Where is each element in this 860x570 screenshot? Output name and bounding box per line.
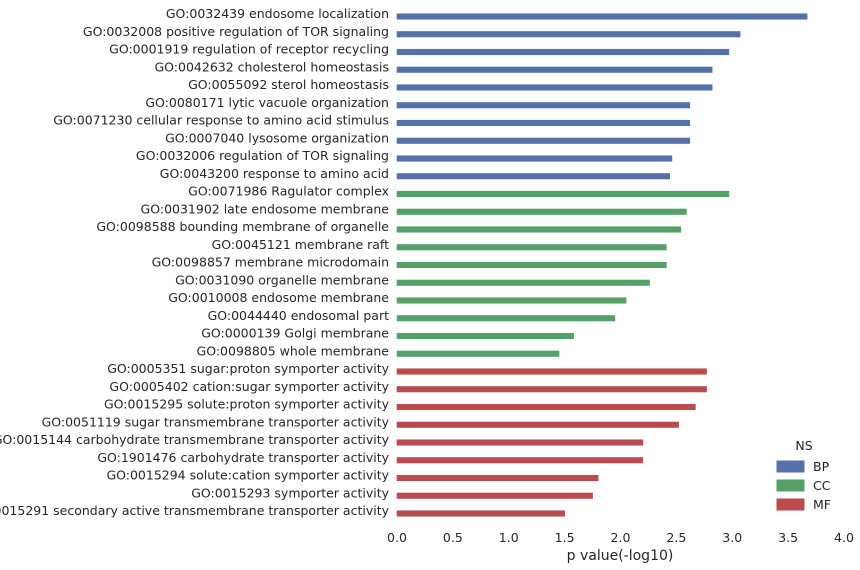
category-label: GO:0071230 cellular response to amino ac… <box>53 113 389 128</box>
bar-cc <box>396 208 687 215</box>
category-label: GO:0015291 secondary active transmembran… <box>0 503 390 518</box>
category-label: GO:0031090 organelle membrane <box>175 272 389 287</box>
x-tick-label: 0.5 <box>443 530 463 545</box>
legend-label-cc: CC <box>813 478 831 493</box>
bar-cc <box>396 350 560 357</box>
bar-bp <box>396 119 691 127</box>
category-label: GO:0042632 cholesterol homeostasis <box>155 59 390 74</box>
category-label: GO:0043200 response to amino acid <box>160 166 389 181</box>
category-label: GO:1901476 carbohydrate transporter acti… <box>97 450 389 465</box>
category-label: GO:0044440 endosomal part <box>208 308 390 323</box>
legend-label-mf: MF <box>813 497 831 512</box>
x-axis-label: p value(-log10) <box>567 548 674 564</box>
x-tick-label: 1.0 <box>499 530 519 545</box>
bar-cc <box>396 244 667 251</box>
legend-label-bp: BP <box>813 459 830 474</box>
legend-swatch-cc <box>776 479 805 492</box>
category-label: GO:0098805 whole membrane <box>197 343 390 358</box>
bar-bp <box>396 31 741 38</box>
bar-mf <box>396 368 707 375</box>
category-label: GO:0032008 positive regulation of TOR si… <box>83 24 389 39</box>
x-tick-label: 0.0 <box>387 530 407 545</box>
category-label: GO:0098857 membrane microdomain <box>152 255 389 270</box>
bar-bp <box>396 66 713 73</box>
category-label: GO:0015294 solute:cation symporter activ… <box>106 468 389 483</box>
category-label: GO:0015293 symporter activity <box>191 485 389 500</box>
bar-mf <box>396 457 644 464</box>
bar-cc <box>396 261 667 269</box>
bar-bp <box>396 173 670 180</box>
x-tick-label: 2.0 <box>611 530 631 545</box>
category-label: GO:0015295 solute:proton symporter activ… <box>104 397 390 412</box>
bar-mf <box>396 421 679 428</box>
bar-bp <box>396 84 713 91</box>
category-label: GO:0098588 bounding membrane of organell… <box>96 219 389 234</box>
bar-cc <box>396 315 616 322</box>
bar-mf <box>396 474 599 482</box>
category-label: GO:0005402 cation:sugar symporter activi… <box>109 379 389 394</box>
bar-bp <box>396 155 673 162</box>
category-label: GO:0010008 endosome membrane <box>168 290 389 305</box>
bar-cc <box>396 332 574 340</box>
category-label: GO:0031902 late endosome membrane <box>141 201 390 216</box>
bar-bp <box>396 137 691 144</box>
x-tick-label: 4.0 <box>834 530 854 545</box>
category-label: GO:0045121 membrane raft <box>212 237 390 252</box>
bar-mf <box>396 492 593 499</box>
bar-cc <box>396 279 650 286</box>
bar-cc <box>396 190 730 198</box>
category-label: GO:0007040 lysosome organization <box>165 130 389 145</box>
legend: NS BP CC MF <box>776 438 831 512</box>
x-axis-ticks: 0.0 0.5 1.0 1.5 2.0 2.5 3.0 3.5 4.0 <box>387 530 854 545</box>
category-label: GO:0080171 lytic vacuole organization <box>145 95 389 110</box>
category-label: GO:0051119 sugar transmembrane transport… <box>42 414 390 429</box>
category-label: GO:0005351 sugar:proton symporter activi… <box>107 361 389 376</box>
bar-bp <box>396 48 730 56</box>
bar-bp <box>396 102 691 109</box>
category-label: GO:0032006 regulation of TOR signaling <box>136 148 389 163</box>
bar-cc <box>396 297 627 304</box>
bar-cc <box>396 226 682 233</box>
x-tick-label: 1.5 <box>555 530 575 545</box>
bar-mf <box>396 439 644 446</box>
category-label: GO:0000139 Golgi membrane <box>201 326 389 341</box>
category-labels: GO:0032439 endosome localization GO:00320… <box>0 6 390 518</box>
x-tick-label: 2.5 <box>666 530 686 545</box>
bar-bp <box>396 13 808 20</box>
category-label: GO:0055092 sterol homeostasis <box>188 77 389 92</box>
bars-group <box>396 13 808 517</box>
category-label: GO:0015144 carbohydrate transmembrane tr… <box>0 432 390 447</box>
legend-swatch-bp <box>776 460 805 473</box>
x-tick-label: 3.5 <box>778 530 798 545</box>
bar-mf <box>396 403 696 411</box>
category-label: GO:0001919 regulation of receptor recycl… <box>109 42 389 57</box>
legend-title: NS <box>795 438 812 453</box>
bar-mf <box>396 510 565 517</box>
bar-mf <box>396 386 707 393</box>
category-label: GO:0071986 Ragulator complex <box>188 184 389 199</box>
legend-swatch-mf <box>776 498 805 511</box>
category-label: GO:0032439 endosome localization <box>166 6 389 21</box>
x-tick-label: 3.0 <box>722 530 742 545</box>
